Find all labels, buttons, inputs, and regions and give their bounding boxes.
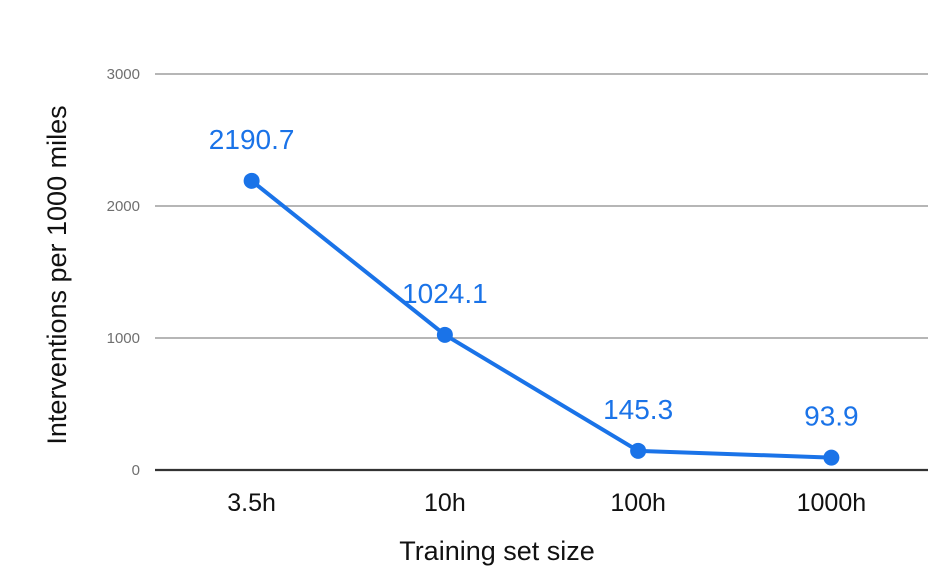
data-point (630, 442, 647, 459)
data-points (243, 172, 840, 466)
y-tick-label: 2000 (107, 198, 140, 215)
data-label: 93.9 (804, 401, 859, 432)
data-point (243, 172, 260, 189)
data-point (436, 326, 453, 343)
x-axis-title: Training set size (399, 536, 595, 566)
y-axis-ticks: 0 1000 2000 3000 (107, 66, 140, 479)
y-tick-label: 0 (132, 462, 140, 479)
x-tick-label: 10h (424, 489, 466, 517)
data-label: 145.3 (603, 394, 673, 425)
series-line-path (249, 178, 834, 460)
x-axis-ticks: 3.5h 10h 100h 1000h (227, 489, 866, 517)
series-line (249, 178, 834, 460)
y-axis-title: Interventions per 1000 miles (42, 105, 72, 444)
data-point (823, 449, 840, 466)
x-tick-label: 100h (610, 489, 666, 517)
x-tick-label: 3.5h (227, 489, 276, 517)
y-tick-label: 1000 (107, 330, 140, 347)
data-label: 2190.7 (209, 124, 295, 155)
data-labels: 2190.7 1024.1 145.3 93.9 (209, 124, 859, 432)
data-label: 1024.1 (402, 278, 488, 309)
y-tick-label: 3000 (107, 66, 140, 83)
x-tick-label: 1000h (797, 489, 867, 517)
